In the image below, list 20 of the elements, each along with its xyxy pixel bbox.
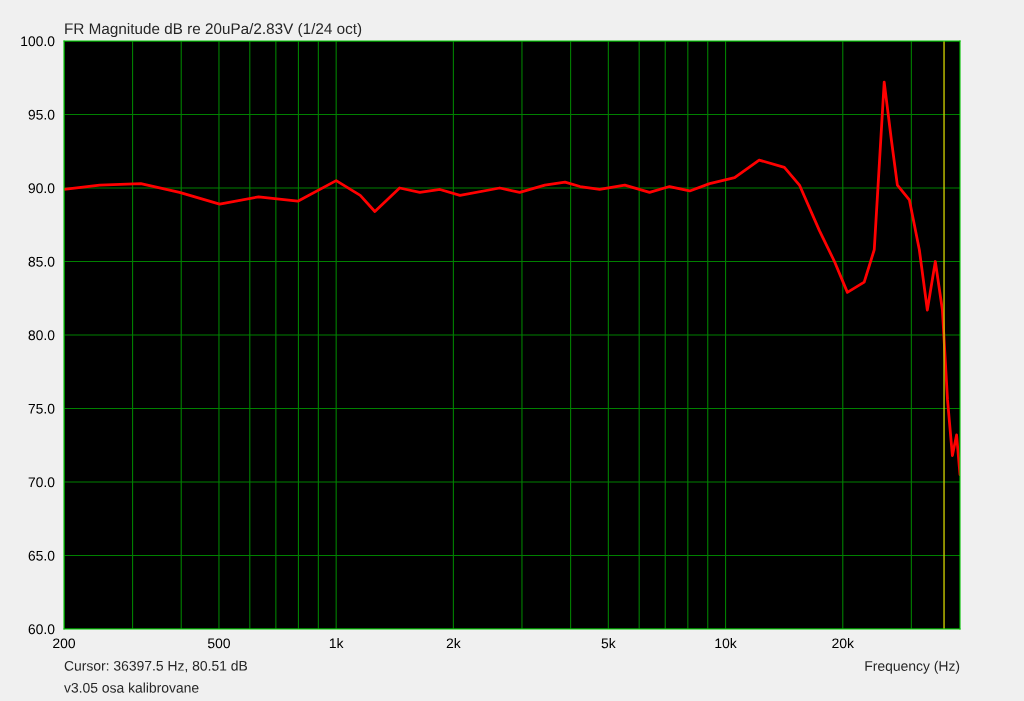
x-tick-label: 5k: [601, 638, 616, 649]
y-tick-label: 60.0: [28, 624, 55, 635]
y-tick-label: 65.0: [28, 550, 55, 561]
x-tick-label: 2k: [446, 638, 461, 649]
text: Cursor: 36397.5 Hz, 80.51 dB: [64, 660, 248, 673]
y-tick-label: 85.0: [28, 256, 55, 267]
y-tick-label: 95.0: [28, 109, 55, 120]
x-tick-label: 20k: [832, 638, 854, 649]
y-tick-label: 80.0: [28, 330, 55, 341]
chart-title: FR Magnitude dB re 20uPa/2.83V (1/24 oct): [65, 22, 362, 38]
x-tick-label: 10k: [715, 638, 737, 649]
y-tick-label: 100.0: [21, 36, 55, 47]
x-tick-label: 200: [53, 638, 76, 649]
text: v3.05 osa kalibrovane: [64, 682, 199, 693]
y-tick-label: 70.0: [28, 477, 55, 488]
x-axis-title: Frequency (Hz): [865, 660, 960, 674]
x-tick-label: 1k: [329, 638, 344, 649]
x-tick-label: 500: [207, 638, 230, 649]
y-tick-label: 75.0: [28, 403, 55, 414]
y-tick-label: 90.0: [28, 183, 55, 194]
